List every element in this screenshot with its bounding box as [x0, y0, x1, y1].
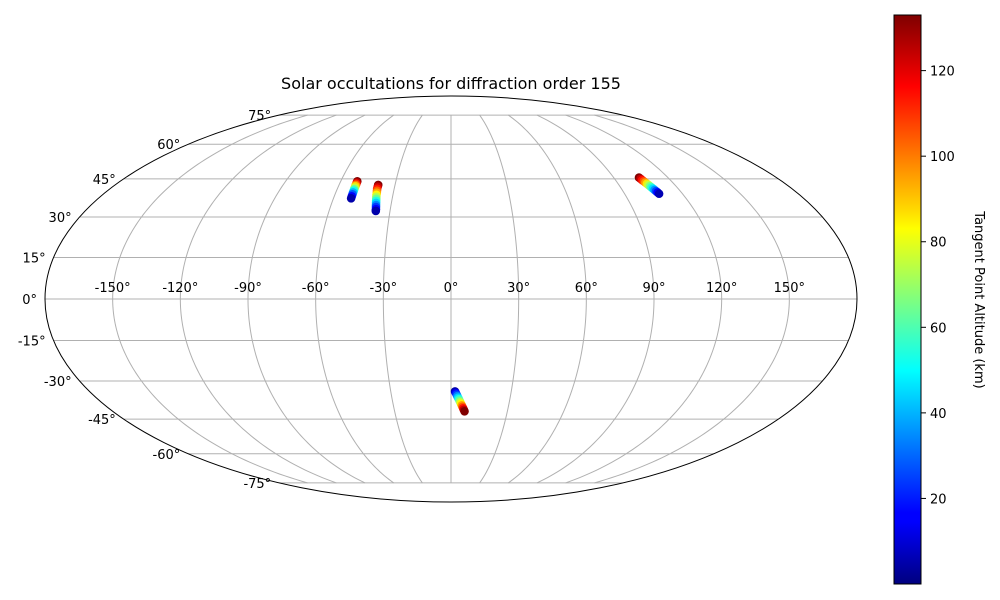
occultation-point	[346, 194, 356, 203]
colorbar-label: Tangent Point Altitude (km)	[971, 210, 986, 388]
colorbar: 20 40 60 80 100 120 Tangent Point Altitude (k…	[893, 14, 986, 585]
longitude-gridline	[179, 114, 337, 484]
colorbar-tick-label: 40	[930, 407, 947, 422]
longitude-tick-label: -60°	[302, 281, 330, 296]
longitude-gridline	[507, 114, 587, 484]
longitude-gridline	[479, 114, 520, 484]
longitude-tick-label: 90°	[642, 281, 665, 296]
latitude-tick-label: -45°	[88, 413, 116, 428]
colorbar-tick-label: 80	[930, 236, 947, 251]
longitude-tick-label: -90°	[234, 281, 262, 296]
chart-title: Solar occultations for diffraction order…	[281, 74, 621, 93]
latitude-tick-label: 60°	[157, 138, 180, 153]
map-boundary	[44, 95, 858, 503]
longitude-gridline	[112, 114, 308, 484]
longitude-tick-label: -150°	[95, 281, 131, 296]
longitude-tick-label: 120°	[706, 281, 737, 296]
longitude-gridline	[315, 114, 395, 484]
longitude-gridline	[247, 114, 366, 484]
latitude-tick-label: -15°	[18, 335, 46, 350]
latitude-tick-label: 30°	[49, 211, 72, 226]
colorbar-tick-label: 20	[930, 492, 947, 507]
longitude-gridline	[382, 114, 423, 484]
longitude-tick-labels: -150° -120° -90° -60° -30° 0° 30° 60° 90° 120° 150…	[95, 281, 805, 296]
longitude-tick-label: 150°	[774, 281, 805, 296]
latitude-tick-labels: -75° -60° -45° -30° -15° 0° 15° 30° 45° 60° 75°	[18, 109, 271, 492]
map-grid	[45, 114, 857, 484]
colorbar-tick-label: 60	[930, 321, 947, 336]
colorbar-ticks: 20 40 60 80 100 120	[921, 65, 955, 507]
latitude-tick-label: 15°	[23, 251, 46, 266]
longitude-tick-label: 30°	[507, 281, 530, 296]
longitude-gridline	[565, 114, 723, 484]
latitude-tick-label: 75°	[248, 109, 271, 124]
colorbar-tick-label: 120	[930, 65, 955, 80]
latitude-tick-label: -60°	[153, 448, 181, 463]
occultation-point	[371, 206, 381, 216]
longitude-gridline	[536, 114, 655, 484]
latitude-tick-label: -30°	[44, 375, 72, 390]
longitude-tick-label: -30°	[369, 281, 397, 296]
latitude-tick-label: 0°	[22, 293, 37, 308]
colorbar-bar	[893, 14, 922, 585]
occultation-points	[346, 173, 664, 416]
colorbar-tick-label: 100	[930, 150, 955, 165]
latitude-tick-label: -75°	[243, 477, 271, 492]
latitude-tick-label: 45°	[93, 173, 116, 188]
longitude-tick-label: 0°	[444, 281, 459, 296]
longitude-tick-label: 60°	[575, 281, 598, 296]
occultation-point	[654, 189, 664, 199]
longitude-tick-label: -120°	[162, 281, 198, 296]
occultation-point	[460, 406, 469, 416]
longitude-gridline	[594, 114, 790, 484]
